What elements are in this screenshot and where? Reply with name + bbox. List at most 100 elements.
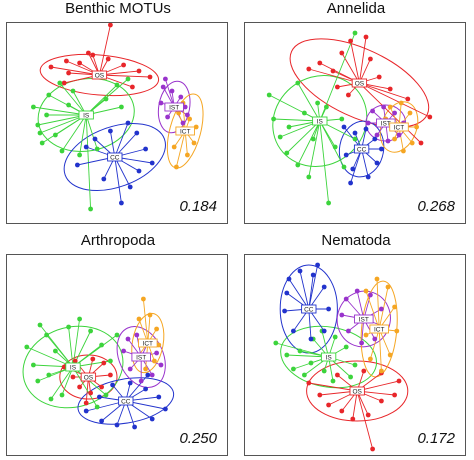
data-point <box>92 136 98 142</box>
label-layer: OS IS CC IST ICT <box>301 304 389 396</box>
data-point <box>127 184 133 190</box>
data-point <box>339 312 345 318</box>
centroid-label-box <box>65 362 81 372</box>
spider-line <box>350 40 360 84</box>
spider-line <box>286 120 321 154</box>
data-point <box>284 290 290 296</box>
ellipse-layer <box>272 38 430 178</box>
data-point <box>185 112 190 118</box>
data-point <box>409 140 415 146</box>
data-point <box>370 108 375 114</box>
data-point <box>308 360 314 366</box>
centroid-label: CC <box>121 398 131 405</box>
data-point <box>363 34 369 40</box>
data-point <box>147 312 153 318</box>
centroid-label: IS <box>317 118 324 125</box>
data-point <box>31 104 36 110</box>
data-point <box>418 140 424 146</box>
data-point <box>368 292 373 298</box>
data-point <box>372 336 378 342</box>
spider-line <box>59 82 87 116</box>
data-point <box>315 262 320 268</box>
centroid-label-box <box>131 352 151 362</box>
spider-line <box>164 78 175 108</box>
data-point <box>83 400 89 406</box>
data-point <box>385 138 391 144</box>
centroid-label: IS <box>70 364 77 371</box>
data-point <box>119 104 124 110</box>
data-point <box>48 64 54 70</box>
panel-nematoda: Nematoda OS IS CC IST ICT 0.172 <box>242 232 470 458</box>
group-ellipse-ict <box>131 312 165 374</box>
data-point <box>149 416 155 422</box>
data-point <box>332 144 338 150</box>
data-point <box>387 104 393 110</box>
data-point <box>154 326 160 332</box>
data-point <box>348 38 353 44</box>
data-point <box>339 116 345 122</box>
centroid-label: ICT <box>394 124 405 131</box>
plot-area: OS IS CC IST ICT 0.172 <box>244 254 466 456</box>
data-point <box>346 92 351 98</box>
chart-title: Nematoda <box>321 232 391 249</box>
data-point <box>121 348 126 354</box>
data-point <box>321 284 327 290</box>
data-point <box>414 124 419 130</box>
data-point <box>114 422 120 428</box>
data-point <box>277 134 283 140</box>
data-point <box>352 362 358 368</box>
data-point <box>134 332 140 338</box>
data-point <box>59 148 65 154</box>
data-point <box>379 306 384 312</box>
data-point <box>156 394 162 400</box>
spider-layer <box>26 298 166 428</box>
data-point <box>83 144 89 150</box>
data-point <box>379 368 384 374</box>
data-point <box>352 30 358 36</box>
data-point <box>44 332 49 338</box>
centroid-label: IST <box>136 354 146 361</box>
data-point <box>365 120 371 126</box>
data-point <box>368 56 373 62</box>
data-point <box>35 378 41 384</box>
data-point <box>110 382 115 388</box>
centroid-label-box <box>107 152 123 162</box>
data-point <box>156 342 162 348</box>
spider-layer <box>275 264 400 450</box>
data-point <box>88 206 93 212</box>
ellipse-layer <box>22 312 175 425</box>
data-point <box>169 88 175 94</box>
centroid-label: ICT <box>180 128 191 135</box>
data-point <box>363 288 369 294</box>
data-point <box>350 166 356 172</box>
centroid-label: OS <box>355 80 365 87</box>
centroid-label: IST <box>359 316 369 323</box>
centroid-label: ICT <box>374 326 385 333</box>
data-point <box>66 70 71 76</box>
spider-line <box>72 366 98 408</box>
centroid-label-box <box>138 338 158 348</box>
data-point <box>354 288 360 294</box>
data-point <box>77 384 82 390</box>
data-point <box>266 92 272 98</box>
spider-line <box>98 24 111 76</box>
data-point <box>374 276 380 282</box>
point-layer <box>266 30 433 206</box>
point-layer <box>24 296 168 430</box>
data-point <box>330 378 336 384</box>
centroid-label: OS <box>84 374 94 381</box>
spider-line <box>68 326 74 368</box>
spider-line <box>359 82 422 144</box>
spider-layer <box>268 32 430 204</box>
data-point <box>374 132 380 138</box>
panel-benthic-motus: Benthic MOTUs OS IS CC IST ICT 0.184 <box>4 0 232 224</box>
spider-line <box>50 66 100 76</box>
data-point <box>48 396 54 402</box>
data-point <box>119 200 124 206</box>
centroid-label: OS <box>95 72 105 79</box>
spider-line <box>378 286 389 330</box>
data-point <box>99 418 104 424</box>
